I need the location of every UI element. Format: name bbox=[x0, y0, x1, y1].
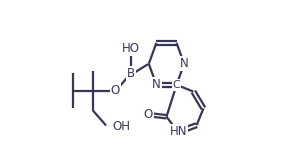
Text: OH: OH bbox=[112, 120, 130, 133]
Text: N: N bbox=[180, 57, 188, 70]
Text: C: C bbox=[173, 80, 180, 90]
Text: O: O bbox=[110, 84, 120, 97]
Text: HO: HO bbox=[122, 42, 140, 55]
Text: O: O bbox=[143, 108, 153, 121]
Text: HN: HN bbox=[169, 125, 187, 138]
Text: N: N bbox=[152, 78, 161, 91]
Text: B: B bbox=[127, 67, 135, 80]
